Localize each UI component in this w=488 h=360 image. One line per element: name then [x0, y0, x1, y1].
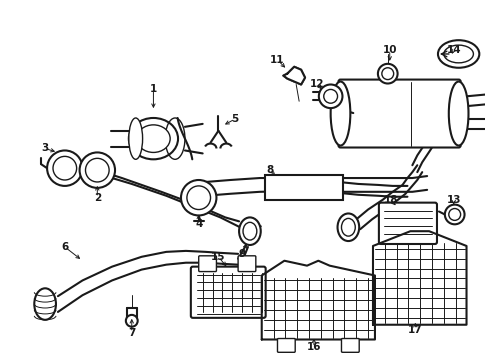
- Polygon shape: [283, 67, 305, 85]
- Text: 4: 4: [195, 219, 202, 229]
- Text: 6: 6: [61, 242, 68, 252]
- Text: 8: 8: [265, 165, 273, 175]
- Ellipse shape: [34, 288, 56, 320]
- Ellipse shape: [337, 213, 359, 241]
- Text: 9: 9: [238, 249, 245, 259]
- Text: 18: 18: [383, 195, 397, 205]
- Text: 1: 1: [149, 84, 157, 94]
- Polygon shape: [372, 231, 466, 325]
- Circle shape: [444, 204, 464, 224]
- Ellipse shape: [243, 222, 256, 240]
- Ellipse shape: [137, 125, 170, 152]
- Circle shape: [80, 152, 115, 188]
- Ellipse shape: [437, 40, 478, 68]
- Text: 3: 3: [41, 144, 49, 153]
- Text: 11: 11: [270, 55, 284, 65]
- Text: 16: 16: [306, 342, 321, 352]
- Text: 7: 7: [128, 328, 135, 338]
- FancyBboxPatch shape: [338, 80, 460, 148]
- Circle shape: [448, 208, 460, 220]
- Text: 2: 2: [94, 193, 101, 203]
- Circle shape: [377, 64, 397, 84]
- Ellipse shape: [128, 118, 142, 159]
- Ellipse shape: [128, 118, 178, 159]
- Bar: [264, 175, 343, 200]
- Circle shape: [323, 89, 337, 103]
- Ellipse shape: [341, 219, 355, 236]
- Text: 17: 17: [407, 325, 422, 335]
- Text: 15: 15: [211, 252, 225, 262]
- Text: 14: 14: [446, 45, 460, 55]
- Circle shape: [181, 180, 216, 215]
- Circle shape: [85, 158, 109, 182]
- Text: 5: 5: [231, 114, 238, 124]
- Circle shape: [53, 156, 77, 180]
- Ellipse shape: [239, 217, 260, 245]
- Ellipse shape: [330, 82, 349, 145]
- FancyBboxPatch shape: [341, 338, 359, 352]
- Text: 10: 10: [382, 45, 396, 55]
- FancyBboxPatch shape: [198, 256, 216, 271]
- Circle shape: [381, 68, 393, 80]
- Polygon shape: [261, 261, 374, 339]
- Text: 12: 12: [309, 78, 324, 89]
- FancyBboxPatch shape: [378, 203, 436, 244]
- Circle shape: [186, 186, 210, 210]
- Circle shape: [47, 150, 82, 186]
- Circle shape: [125, 315, 138, 327]
- FancyBboxPatch shape: [190, 267, 265, 318]
- Text: 13: 13: [446, 195, 460, 205]
- Circle shape: [318, 85, 342, 108]
- FancyBboxPatch shape: [277, 338, 295, 352]
- Ellipse shape: [448, 82, 468, 145]
- FancyBboxPatch shape: [238, 256, 255, 271]
- Ellipse shape: [443, 45, 472, 63]
